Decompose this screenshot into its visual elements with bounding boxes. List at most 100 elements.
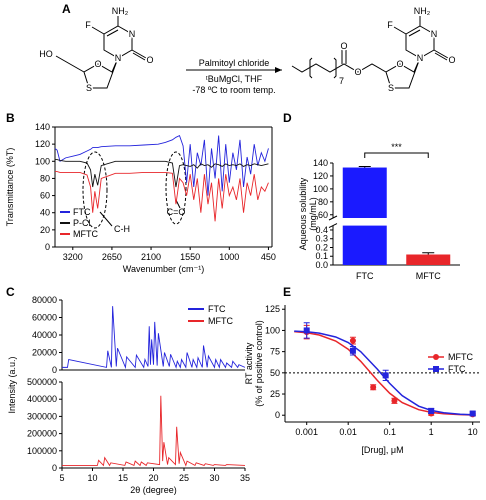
y-tick-label: 0.0 xyxy=(315,260,328,270)
y-tick-label: 0.4 xyxy=(315,225,328,235)
y-axis-label: Transmittance (%T) xyxy=(5,148,15,227)
arrow-head xyxy=(275,67,282,73)
y-tick-label: 100 xyxy=(35,156,50,166)
x-tick-label: 10 xyxy=(87,473,97,483)
atom: O xyxy=(354,67,361,77)
atom: N xyxy=(431,29,438,39)
y-tick-label: 100000 xyxy=(27,446,57,456)
y-tick-label: 0 xyxy=(275,410,280,420)
atom: O xyxy=(146,55,153,65)
x-axis-label: 2θ (degree) xyxy=(130,485,177,495)
y-tick-label: 100 xyxy=(265,325,280,335)
atom: N xyxy=(417,53,424,63)
atom: F xyxy=(387,20,393,30)
y-tick-label: 50 xyxy=(270,368,280,378)
conditions: ᵗBuMgCl, THF xyxy=(206,74,263,84)
x-tick-label: 1550 xyxy=(180,252,200,262)
x-tick-label: 30 xyxy=(209,473,219,483)
fit-curve xyxy=(294,330,473,416)
y-tick-label: 60000 xyxy=(32,313,57,323)
series-line xyxy=(55,159,269,188)
x-tick-label: 10 xyxy=(468,427,478,437)
panel-label: E xyxy=(283,285,291,299)
legend-marker xyxy=(433,366,439,372)
x-tick-label: 5 xyxy=(59,473,64,483)
y-tick-label: 20000 xyxy=(32,348,57,358)
repeat-count: 7 xyxy=(339,76,344,86)
series-line xyxy=(62,395,246,467)
y-tick-label: 0 xyxy=(52,463,57,473)
error-bar xyxy=(422,252,435,255)
legend-label: MFTC xyxy=(448,352,473,362)
y-tick-label: 140 xyxy=(313,158,328,168)
x-tick-label: 1 xyxy=(429,427,434,437)
y-tick-label: 120 xyxy=(35,139,50,149)
atom: O xyxy=(448,55,455,65)
legend-label: FTC xyxy=(73,207,91,217)
legend-marker xyxy=(433,354,439,360)
y-tick-label: 400000 xyxy=(27,394,57,404)
panel-label: C xyxy=(6,285,15,299)
y-axis-label: Intensity (a.u.) xyxy=(7,356,17,413)
reagent: Palmitoyl chloride xyxy=(199,58,270,68)
bar xyxy=(406,254,451,265)
scheme: A NH₂ F N N O O S HO Palmitoyl chloride … xyxy=(38,2,457,95)
atom: NH₂ xyxy=(112,6,129,16)
y-tick-label: 80 xyxy=(318,197,328,207)
y-tick-label: 80 xyxy=(40,173,50,183)
data-point xyxy=(382,372,389,379)
y-tick-label: 75 xyxy=(270,347,280,357)
reactant: NH₂ F N N O O S HO xyxy=(38,5,155,95)
legend-label: MFTC xyxy=(208,316,233,326)
y-tick-label: 300000 xyxy=(27,411,57,421)
legend-label: FTC xyxy=(448,364,466,374)
atom: O xyxy=(340,41,347,51)
atom: S xyxy=(388,83,394,93)
x-tick-label: 0.001 xyxy=(295,427,318,437)
series-line xyxy=(54,134,269,196)
x-tick-label: 0.01 xyxy=(339,427,357,437)
y-tick-label: 0 xyxy=(45,242,50,252)
series-line xyxy=(62,306,246,370)
series-line xyxy=(55,171,269,222)
y-tick-label: 40000 xyxy=(32,330,57,340)
y-tick-label: 200000 xyxy=(27,429,57,439)
annotation: C=O xyxy=(167,207,186,217)
error-bar xyxy=(358,166,371,168)
y-tick-label: 60 xyxy=(40,191,50,201)
x-axis-label: Wavenumber (cm⁻¹) xyxy=(123,264,204,274)
panel-label: D xyxy=(283,111,292,125)
y-tick-label: 140 xyxy=(35,122,50,132)
product: NH₂ F N N O O S O O 7 xyxy=(291,5,457,95)
x-tick-label: 25 xyxy=(179,473,189,483)
x-tick-label: FTC xyxy=(356,271,374,281)
atom: HO xyxy=(39,49,53,59)
x-tick-label: 1000 xyxy=(219,252,239,262)
data-point xyxy=(428,407,435,414)
significance: *** xyxy=(391,142,402,152)
x-tick-label: 0.1 xyxy=(383,427,396,437)
bar xyxy=(342,167,387,218)
y-tick-label: 0.2 xyxy=(315,242,328,252)
data-point xyxy=(391,397,398,404)
x-tick-label: 2650 xyxy=(102,252,122,262)
legend-label: MFTC xyxy=(73,229,98,239)
highlight xyxy=(165,151,187,225)
y-tick-label: 0 xyxy=(52,365,57,375)
atom: S xyxy=(86,83,92,93)
annotation: C-H xyxy=(114,224,130,234)
x-tick-label: 450 xyxy=(261,252,276,262)
data-point xyxy=(469,410,476,417)
significance-bracket xyxy=(364,152,429,158)
axis-break xyxy=(328,215,338,229)
panel-label: B xyxy=(6,111,15,125)
y-tick-label: 125 xyxy=(265,304,280,314)
atom: O xyxy=(94,59,101,69)
atom: N xyxy=(129,29,136,39)
legend-label: P-Cl xyxy=(73,218,91,228)
x-tick-label: 35 xyxy=(240,473,250,483)
y-tick-label: 20 xyxy=(40,225,50,235)
y-tick-label: 0.3 xyxy=(315,234,328,244)
